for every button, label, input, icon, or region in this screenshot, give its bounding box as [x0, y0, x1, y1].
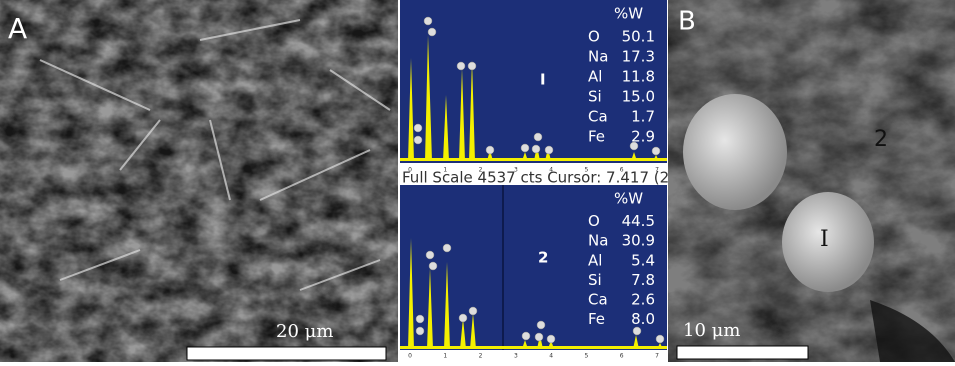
composition-table: %W O 44.5 Na 30.9 Al 5.4 Si 7.8 Ca 2.6 Fe 8.0	[588, 190, 655, 329]
scale-bar	[186, 346, 387, 361]
panel-label: A	[8, 12, 27, 45]
element-weight: 44.5	[622, 212, 655, 230]
element-weight: 30.9	[622, 232, 655, 250]
sem-texture	[0, 0, 398, 362]
element-weight: 2.6	[631, 291, 655, 309]
axis-strip	[400, 350, 667, 362]
element-weight: 2.9	[631, 128, 655, 146]
axis-label: 0	[408, 167, 412, 174]
eds-panel-2: 2 0 1 2 3 4 5 6 7 %W O 44.5 Na 30.9 Al 5.4 Si 7.8 Ca 2.6 F…	[400, 185, 667, 362]
element-weight: 8.0	[631, 310, 655, 328]
table-header: %W	[614, 5, 643, 23]
element-weight: 17.3	[622, 48, 655, 66]
panel-b: B 2 I 10 μm	[668, 0, 955, 362]
axis-label: 6	[620, 353, 624, 360]
peak-markers	[413, 16, 661, 156]
element-name: Na	[588, 232, 608, 250]
element-name: Fe	[588, 310, 605, 328]
element-name: Ca	[588, 291, 608, 309]
element-name: O	[588, 28, 600, 46]
scale-label: 10 μm	[683, 320, 740, 341]
panel-a: A 20 μm	[0, 0, 398, 362]
spectrum-marker: I	[540, 71, 546, 89]
spectrum-peaks	[400, 238, 667, 349]
shadow	[870, 300, 955, 362]
table-header: %W	[614, 190, 643, 208]
element-name: Al	[588, 68, 602, 86]
spectrum-marker: 2	[538, 249, 548, 267]
particle	[782, 192, 874, 292]
spectrum-footer: Full Scale 4537 cts Cursor: 7.417 (24 ct…	[402, 169, 711, 187]
element-name: O	[588, 212, 600, 230]
axis-labels: 0 1 2 3 4 5 6 7	[408, 167, 659, 174]
element-name: Na	[588, 48, 608, 66]
region-label: I	[820, 227, 829, 252]
axis-label: 4	[549, 353, 553, 360]
composition-table: %W O 50.1 Na 17.3 Al 11.8 Si 15.0 Ca 1.7 Fe 2.9	[588, 5, 655, 146]
crystal-needles	[39, 19, 391, 291]
axis-label: 7	[655, 167, 659, 174]
particle	[683, 94, 787, 210]
element-name: Si	[588, 271, 602, 289]
spectrum-peaks	[400, 35, 667, 161]
scale-bar	[676, 345, 809, 360]
spectrum-bg	[400, 185, 667, 350]
axis-label: 2	[479, 353, 483, 360]
axis-label: 3	[514, 353, 518, 360]
element-weight: 1.7	[631, 108, 655, 126]
axis-label: 5	[585, 167, 589, 174]
axis-label: 2	[479, 167, 483, 174]
element-weight: 5.4	[631, 251, 655, 269]
scale-label: 20 μm	[276, 321, 333, 342]
axis-label: 7	[655, 353, 659, 360]
element-weight: 7.8	[631, 271, 655, 289]
element-name: Fe	[588, 128, 605, 146]
element-weight: 15.0	[622, 88, 655, 106]
axis-label: 5	[585, 353, 589, 360]
axis-label: 0	[408, 353, 412, 360]
element-name: Al	[588, 251, 602, 269]
element-name: Si	[588, 88, 602, 106]
axis-label: 3	[514, 167, 518, 174]
peak-markers	[415, 243, 665, 344]
element-weight: 50.1	[622, 28, 655, 46]
region-label: 2	[874, 127, 888, 152]
panel-label: B	[678, 7, 696, 37]
axis-strip	[400, 163, 667, 183]
axis-label: 4	[549, 167, 553, 174]
axis-label: 1	[443, 167, 447, 174]
axis-label: 6	[620, 167, 624, 174]
axis-label: 1	[443, 353, 447, 360]
element-name: Ca	[588, 108, 608, 126]
element-weight: 11.8	[622, 68, 655, 86]
axis-labels: 0 1 2 3 4 5 6 7	[408, 353, 659, 360]
